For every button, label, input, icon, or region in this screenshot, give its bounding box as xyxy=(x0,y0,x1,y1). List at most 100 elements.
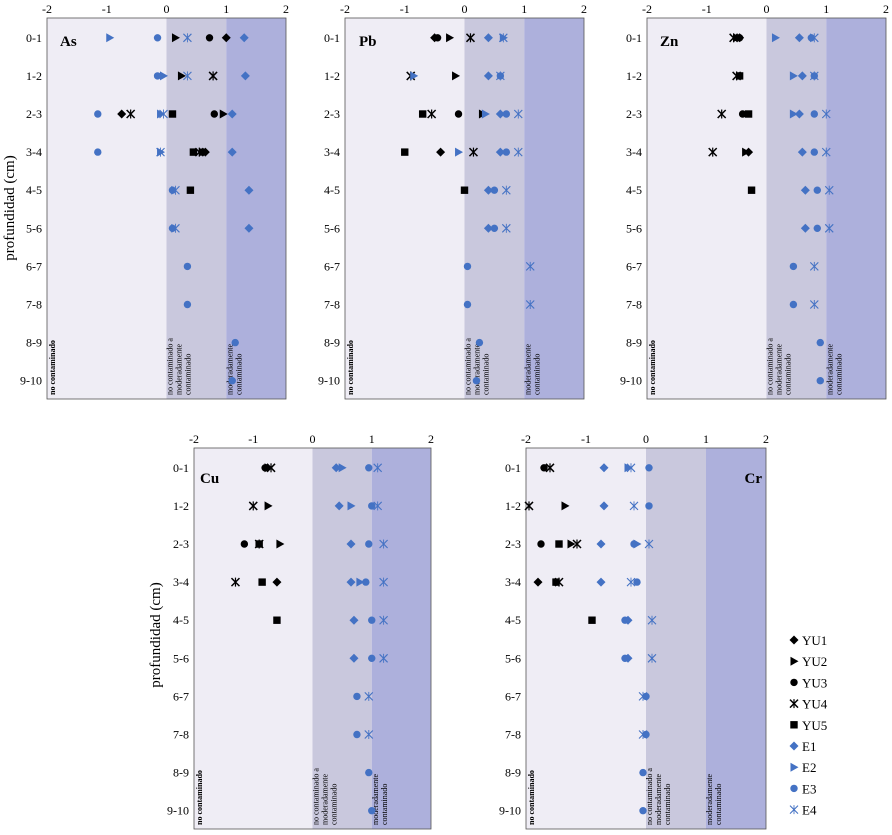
zone-label-line: no contaminado a xyxy=(166,338,175,395)
point-yu5 xyxy=(555,540,563,548)
depth-label: 6-7 xyxy=(505,689,521,703)
depth-label: 2-3 xyxy=(26,107,42,121)
point-yu5-shape xyxy=(588,616,596,624)
point-e1 xyxy=(599,463,609,473)
point-e2-shape xyxy=(157,109,166,119)
point-e4 xyxy=(171,223,180,233)
point-e4 xyxy=(629,501,639,511)
point-e2 xyxy=(160,71,169,81)
point-e4 xyxy=(171,185,180,195)
depth-label: 4-5 xyxy=(26,183,42,197)
point-e3-shape xyxy=(645,464,653,472)
point-yu3-shape xyxy=(433,34,442,42)
point-yu2 xyxy=(219,109,228,119)
point-e2-shape xyxy=(338,463,347,473)
x-tick-label: 1 xyxy=(823,2,829,16)
legend-marker-yu1-shape xyxy=(789,635,799,645)
point-e1-shape xyxy=(239,33,249,43)
point-yu3 xyxy=(205,34,214,42)
point-e3-shape xyxy=(630,540,638,548)
point-yu2-shape xyxy=(177,71,186,81)
panel-cu: no contaminado no contaminado a moderadame… xyxy=(167,432,434,830)
legend-marker-e1-shape xyxy=(789,741,799,751)
point-e1 xyxy=(334,501,344,511)
point-e3 xyxy=(365,464,373,472)
point-yu5-shape xyxy=(744,110,753,118)
point-yu3-shape xyxy=(454,110,463,118)
zone-label-line: no contaminado a xyxy=(312,768,321,825)
depth-label: 1-2 xyxy=(505,499,521,513)
depth-label: 4-5 xyxy=(505,613,521,627)
point-e1 xyxy=(483,71,493,81)
point-e1 xyxy=(227,147,237,157)
point-e1 xyxy=(800,223,810,233)
point-e1 xyxy=(346,577,356,587)
point-yu4 xyxy=(427,109,437,119)
depth-label: 4-5 xyxy=(324,183,340,197)
point-e1 xyxy=(239,33,249,43)
legend-label-e2: E2 xyxy=(802,760,816,775)
legend-marker-e3-shape xyxy=(790,784,798,793)
zone-label-line: moderadamente xyxy=(371,773,380,825)
point-e3-shape xyxy=(502,148,511,156)
point-e2-shape xyxy=(789,71,798,81)
point-e1-shape xyxy=(483,71,493,81)
point-e2 xyxy=(455,147,464,157)
point-e1 xyxy=(483,223,493,233)
zone-label-2: moderadamentecontaminado xyxy=(371,773,389,825)
point-e3-shape xyxy=(502,110,511,118)
point-e1-shape xyxy=(349,615,359,625)
zone-band-0 xyxy=(194,448,313,829)
point-e3-shape xyxy=(183,262,192,271)
depth-label: 9-10 xyxy=(620,374,642,388)
legend-label-e3: E3 xyxy=(802,781,816,796)
x-tick-label: -1 xyxy=(400,2,410,16)
zone-label-line: no contaminado a xyxy=(464,338,473,395)
point-e3-shape xyxy=(633,578,641,586)
zone-label-0: no contaminado xyxy=(648,340,657,395)
point-e1-shape xyxy=(244,223,254,233)
point-e4 xyxy=(159,109,168,119)
point-e4 xyxy=(821,109,831,119)
point-yu5-shape xyxy=(735,72,744,80)
point-e1-shape xyxy=(797,71,807,81)
depth-label: 0-1 xyxy=(324,31,340,45)
depth-label: 0-1 xyxy=(173,461,189,475)
zone-label-0: no contaminado xyxy=(48,340,57,395)
x-tick-label: 2 xyxy=(883,2,889,16)
point-e3 xyxy=(153,34,162,42)
point-yu2-shape xyxy=(446,33,455,43)
point-e1 xyxy=(495,109,505,119)
point-yu4 xyxy=(572,539,582,549)
zone-label-1: no contaminado amoderadamentecontaminado xyxy=(166,338,193,395)
point-yu5-shape xyxy=(258,578,266,586)
point-e3 xyxy=(789,262,798,271)
point-e1 xyxy=(227,109,237,119)
panel-pb: no contaminado no contaminado amoderadame… xyxy=(318,2,587,400)
point-e3 xyxy=(353,692,361,701)
point-e1-shape xyxy=(483,33,493,43)
zone-label-line: no contaminado xyxy=(195,770,204,825)
point-e1 xyxy=(349,653,359,663)
point-e1-shape xyxy=(596,577,606,587)
point-e3 xyxy=(502,148,511,156)
depth-label: 4-5 xyxy=(173,613,189,627)
point-e1-shape xyxy=(483,223,493,233)
point-e4 xyxy=(183,33,192,43)
point-yu3-shape xyxy=(537,540,545,548)
depth-label: 7-8 xyxy=(173,728,189,742)
point-e1 xyxy=(244,223,254,233)
point-e3 xyxy=(463,262,472,271)
point-e2 xyxy=(410,71,419,81)
element-label: Cu xyxy=(200,471,219,487)
depth-label: 1-2 xyxy=(26,69,42,83)
point-e3 xyxy=(490,186,499,194)
point-yu4 xyxy=(545,463,555,473)
depth-label: 1-2 xyxy=(324,69,340,83)
point-e1-shape xyxy=(800,223,810,233)
x-tick-label: 1 xyxy=(369,432,375,446)
zone-label-line: no contaminado xyxy=(346,340,355,395)
point-e3 xyxy=(472,377,481,385)
point-e2 xyxy=(356,577,365,587)
point-yu3 xyxy=(735,34,744,42)
